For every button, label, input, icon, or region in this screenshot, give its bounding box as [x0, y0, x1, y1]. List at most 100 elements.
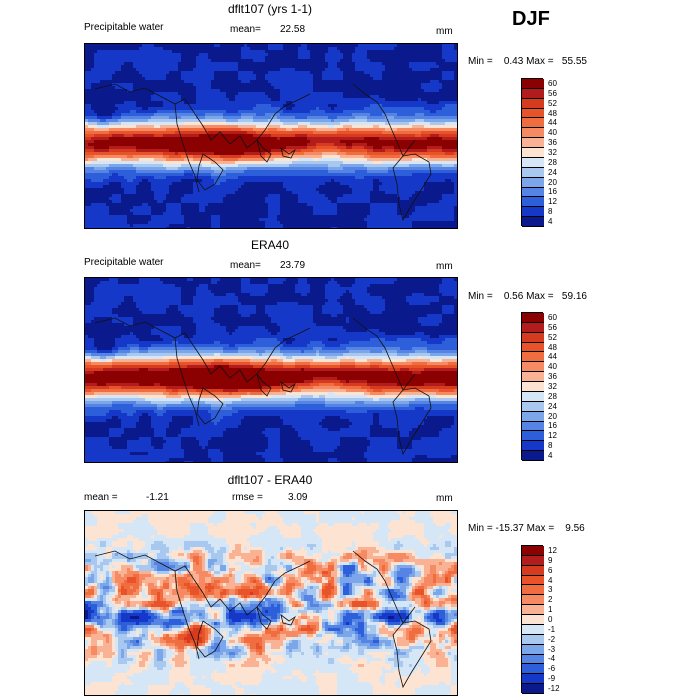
map-cell: [106, 101, 110, 105]
map-cell: [301, 74, 305, 78]
map-cell: [295, 113, 299, 117]
map-cell: [367, 155, 371, 159]
map-cell: [367, 116, 371, 120]
map-cell: [235, 104, 239, 108]
map-cell: [445, 128, 449, 132]
map-cell: [268, 119, 272, 123]
map-cell: [403, 107, 407, 111]
map-cell: [244, 77, 248, 81]
map-cell: [88, 155, 92, 159]
map-cell: [391, 56, 395, 60]
map-cell: [118, 110, 122, 114]
map-cell: [424, 161, 428, 165]
map-cell: [334, 158, 338, 162]
map-cell: [376, 50, 380, 54]
map-cell: [121, 53, 125, 57]
map-cell: [202, 47, 206, 51]
map-cell: [307, 77, 311, 81]
map-cell: [433, 50, 437, 54]
map-cell: [373, 89, 377, 93]
map-cell: [115, 131, 119, 135]
map-cell: [343, 71, 347, 75]
map-cell: [271, 62, 275, 66]
map-cell: [181, 116, 185, 120]
map-cell: [301, 47, 305, 51]
map-cell: [151, 50, 155, 54]
map-cell: [154, 59, 158, 63]
map-cell: [439, 113, 443, 117]
map-cell: [124, 110, 128, 114]
map-cell: [451, 68, 455, 72]
map-cell: [406, 50, 410, 54]
map-cell: [292, 86, 296, 90]
map-cell: [433, 137, 437, 141]
map-cell: [382, 101, 386, 105]
map-cell: [376, 92, 380, 96]
map-cell: [121, 113, 125, 117]
map-cell: [181, 152, 185, 156]
map-cell: [448, 158, 452, 162]
map-cell: [115, 104, 119, 108]
map-cell: [325, 116, 329, 120]
map-cell: [199, 107, 203, 111]
map-cell: [379, 50, 383, 54]
map-cell: [442, 47, 446, 51]
map-cell: [250, 53, 254, 57]
map-cell: [211, 92, 215, 96]
map-cell: [340, 155, 344, 159]
map-cell: [250, 152, 254, 156]
map-cell: [97, 53, 101, 57]
map-cell: [244, 86, 248, 90]
map-cell: [229, 143, 233, 147]
map-cell: [331, 137, 335, 141]
map-cell: [115, 128, 119, 132]
map-model: [84, 43, 458, 229]
map-cell: [283, 143, 287, 147]
map-cell: [382, 83, 386, 87]
map-cell: [376, 131, 380, 135]
map-cell: [358, 113, 362, 117]
map-cell: [130, 95, 134, 99]
map-cell: [370, 65, 374, 69]
map-cell: [232, 155, 236, 159]
map-cell: [211, 50, 215, 54]
map-cell: [385, 158, 389, 162]
map-cell: [298, 77, 302, 81]
map-cell: [421, 80, 425, 84]
map-cell: [262, 107, 266, 111]
map-cell: [364, 149, 368, 153]
map-cell: [304, 68, 308, 72]
map-cell: [241, 83, 245, 87]
map-cell: [295, 62, 299, 66]
map-cell: [253, 53, 257, 57]
map-cell: [373, 80, 377, 84]
map-cell: [121, 74, 125, 78]
map-cell: [205, 149, 209, 153]
map-cell: [250, 131, 254, 135]
map-cell: [139, 131, 143, 135]
map-cell: [352, 113, 356, 117]
map-cell: [109, 71, 113, 75]
map-cell: [325, 74, 329, 78]
map-cell: [442, 101, 446, 105]
map-cell: [196, 92, 200, 96]
map-cell: [265, 80, 269, 84]
map-cell: [313, 134, 317, 138]
map-cell: [436, 98, 440, 102]
map-cell: [325, 77, 329, 81]
map-cell: [382, 65, 386, 69]
map-cell: [88, 56, 92, 60]
map-cell: [124, 149, 128, 153]
map-cell: [295, 107, 299, 111]
map-cell: [415, 89, 419, 93]
map-cell: [205, 107, 209, 111]
map-cell: [121, 128, 125, 132]
map-cell: [130, 77, 134, 81]
map-cell: [91, 161, 95, 165]
map-cell: [205, 161, 209, 165]
map-cell: [160, 77, 164, 81]
map-cell: [454, 128, 457, 132]
map-cell: [388, 161, 392, 165]
map-cell: [322, 89, 326, 93]
map-cell: [349, 128, 353, 132]
